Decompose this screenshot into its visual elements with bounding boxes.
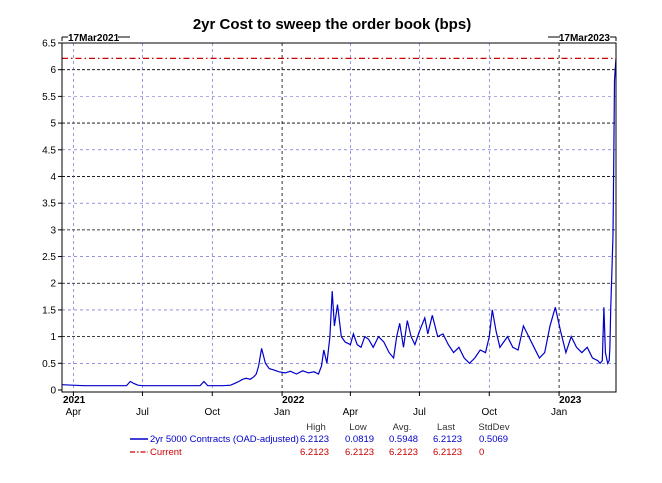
stat-last-current: 6.2123 [433,447,462,458]
chart-title: 2yr Cost to sweep the order book (bps) [193,16,471,33]
legend-label-series: 2yr 5000 Contracts (OAD-adjusted) [150,434,299,445]
x-tick-label: Apr [343,407,359,418]
x-axis: Apr Jul Oct Jan Apr Jul Oct Jan 2021 2022 2023 [63,392,582,418]
year-label: 2022 [282,395,305,406]
y-tick-label: 0.5 [42,359,56,370]
y-axis: 0 0.5 1 1.5 2 2.5 3 3.5 4 4.5 5 5.5 6 6.5 [42,39,62,397]
stat-avg-series: 0.5948 [389,434,418,445]
y-tick-label: 4.5 [42,145,56,156]
stat-avg-current: 6.2123 [389,447,418,458]
y-tick-label: 2.5 [42,252,56,263]
series-line [61,58,617,387]
stat-low-current: 6.2123 [345,447,374,458]
y-tick-label: 0 [50,386,56,397]
y-tick-label: 1.5 [42,305,56,316]
x-tick-label: Apr [66,407,82,418]
stat-high-current: 6.2123 [300,447,329,458]
y-tick-label: 5.5 [42,92,56,103]
year-label: 2023 [559,395,582,406]
stat-stddev-series: 0.5069 [479,434,508,445]
y-tick-label: 3 [50,225,56,236]
y-tick-label: 5 [50,119,56,130]
x-tick-label: Jan [274,407,290,418]
x-tick-label: Oct [481,407,497,418]
y-tick-label: 6.5 [42,39,56,50]
x-tick-label: Jul [136,407,149,418]
y-tick-label: 6 [50,65,56,76]
stat-stddev-current: 0 [479,447,484,458]
stat-low-series: 0.0819 [345,434,374,445]
grid [62,43,616,392]
start-date-label: 17Mar2021 [68,33,120,44]
plot-frame [61,42,617,393]
start-date-marker: 17Mar2021 [61,33,130,44]
legend: High Low Avg. Last StdDev 2yr 5000 Contr… [130,422,510,458]
stats-header-low: Low [349,422,367,433]
end-date-marker: 17Mar2023 [548,33,617,44]
stats-header-high: High [306,422,326,433]
y-tick-label: 1 [50,332,56,343]
x-tick-label: Oct [204,407,220,418]
x-tick-label: Jul [413,407,426,418]
y-tick-label: 3.5 [42,199,56,210]
y-tick-label: 4 [50,172,56,183]
year-label: 2021 [63,395,86,406]
legend-label-current: Current [150,447,182,458]
x-tick-label: Jan [551,407,567,418]
stats-header-stddev: StdDev [478,422,509,433]
stats-header-avg: Avg. [393,422,412,433]
stat-high-series: 6.2123 [300,434,329,445]
stat-last-series: 6.2123 [433,434,462,445]
end-date-label: 17Mar2023 [559,33,611,44]
y-tick-label: 2 [50,279,56,290]
stats-header-last: Last [437,422,455,433]
